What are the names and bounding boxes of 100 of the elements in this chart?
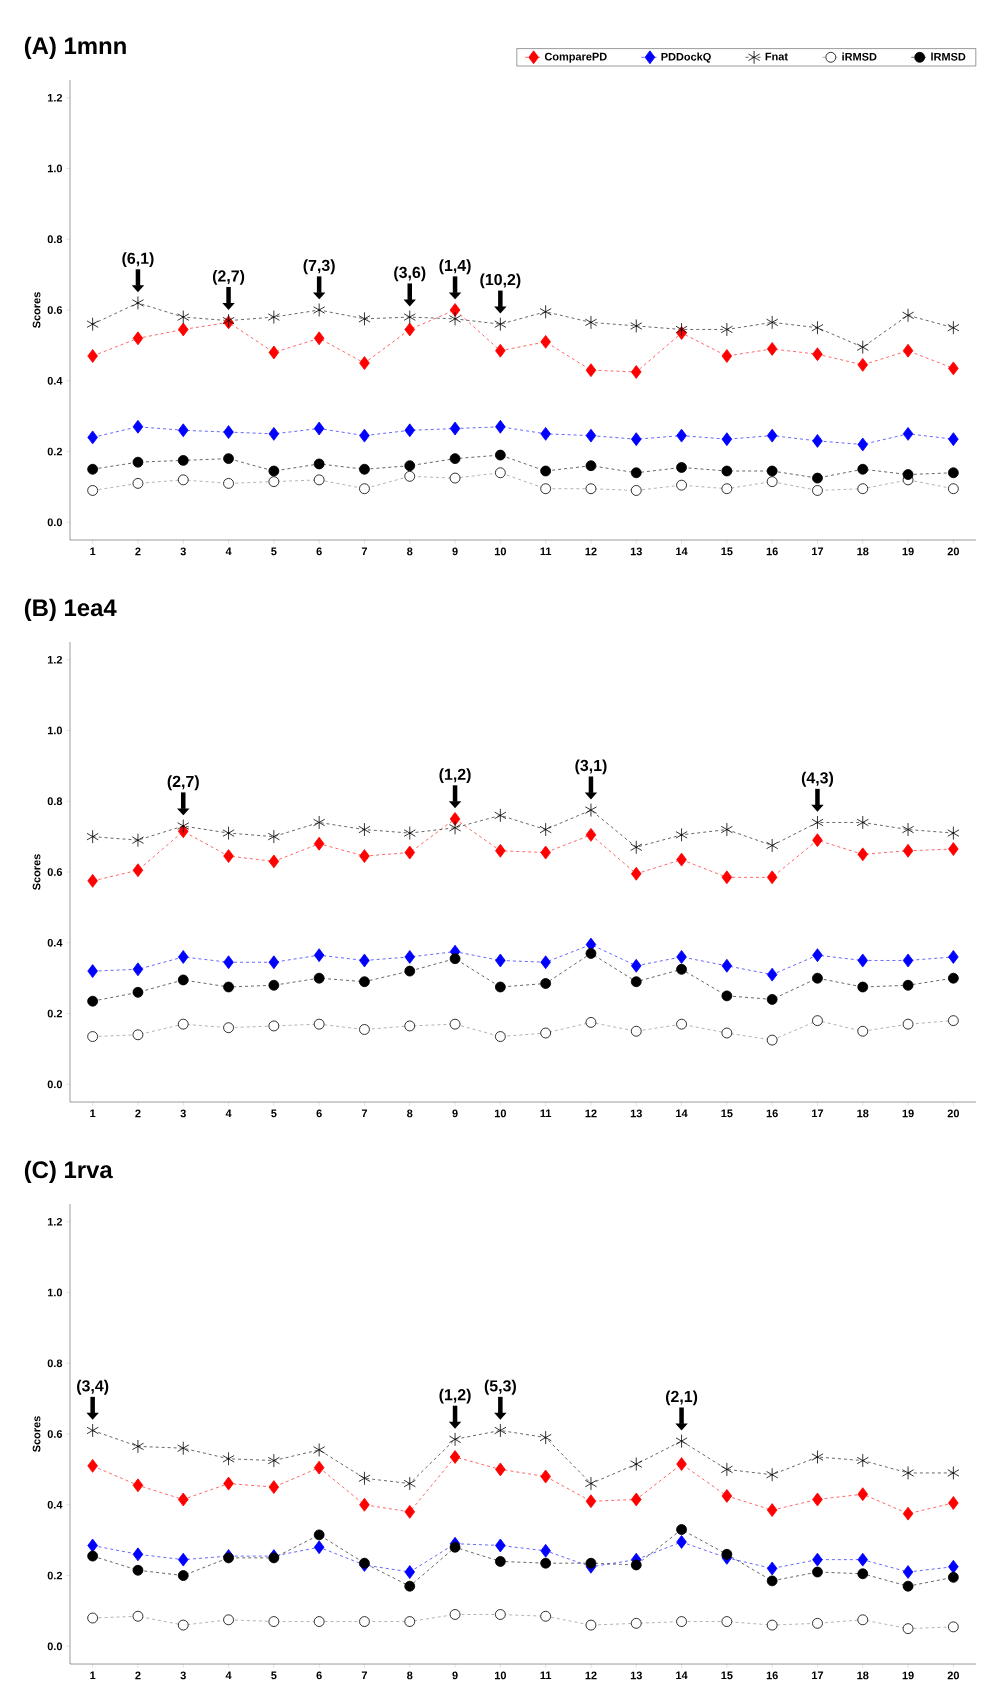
chart-title: (A) 1mnn: [24, 36, 126, 60]
x-tick-label: 10: [494, 1671, 506, 1680]
y-tick-label: 0.0: [47, 1080, 63, 1089]
y-tick-label: 0.0: [47, 518, 63, 527]
x-tick-label: 9: [452, 1671, 458, 1680]
y-tick-label: 0.6: [47, 868, 63, 876]
annotation: (4,3): [801, 771, 834, 787]
y-axis-title: Scores: [32, 1416, 41, 1452]
x-tick-label: 5: [271, 1671, 277, 1680]
x-tick-label: 5: [271, 1109, 277, 1118]
annotation: (1,4): [439, 259, 471, 275]
annotation: (1,2): [439, 1388, 471, 1404]
legend-label: lRMSD: [931, 52, 966, 61]
x-tick-label: 20: [947, 1671, 959, 1680]
chart-title: (C) 1rva: [24, 1160, 113, 1184]
x-tick-label: 12: [585, 1109, 597, 1118]
x-tick-label: 6: [316, 547, 322, 556]
legend-label: ComparePD: [544, 52, 607, 63]
y-tick-label: 0.6: [47, 306, 63, 314]
legend-label: PDDockQ: [661, 52, 711, 63]
x-tick-label: 15: [721, 547, 733, 556]
y-tick-label: 0.4: [47, 938, 63, 947]
annotation: (2,7): [212, 269, 245, 285]
x-tick-label: 6: [316, 1109, 322, 1118]
annotation: (6,1): [122, 252, 154, 268]
y-tick-label: 0.6: [47, 1430, 63, 1438]
x-tick-label: 10: [494, 1109, 506, 1118]
x-tick-label: 2: [135, 1671, 141, 1680]
x-tick-label: 17: [812, 1671, 824, 1680]
x-tick-label: 1: [90, 547, 96, 556]
x-tick-label: 2: [135, 1109, 141, 1118]
annotation: (3,4): [77, 1379, 109, 1395]
annotation: (3,6): [394, 266, 426, 282]
annotation: (7,3): [303, 259, 335, 275]
x-tick-label: 13: [630, 1109, 642, 1118]
x-tick-label: 16: [766, 547, 778, 556]
x-tick-label: 1: [90, 1671, 96, 1680]
x-tick-label: 10: [494, 547, 506, 556]
x-tick-label: 16: [766, 1109, 778, 1118]
x-tick-label: 9: [452, 547, 458, 556]
y-tick-label: 0.4: [47, 1500, 63, 1509]
chart-title: (B) 1ea4: [24, 598, 117, 622]
y-tick-label: 0.8: [47, 235, 63, 244]
annotation: (2,1): [665, 1390, 698, 1406]
y-tick-label: 0.4: [47, 376, 63, 385]
y-tick-label: 0.2: [47, 447, 63, 456]
x-tick-label: 11: [540, 1109, 552, 1118]
x-tick-label: 2: [135, 547, 141, 556]
y-axis-title: Scores: [32, 292, 41, 328]
x-tick-label: 19: [902, 547, 914, 556]
annotation: (10,2): [480, 273, 521, 289]
y-tick-label: 1.2: [47, 93, 63, 102]
x-tick-label: 7: [361, 547, 368, 556]
x-tick-label: 14: [676, 1671, 688, 1680]
x-tick-label: 14: [676, 1109, 688, 1118]
x-tick-label: 4: [225, 1671, 232, 1680]
y-tick-label: 1.0: [47, 164, 63, 173]
y-tick-label: 0.0: [47, 1642, 63, 1651]
x-tick-label: 9: [452, 1109, 458, 1118]
annotation: (2,7): [167, 775, 199, 791]
x-tick-label: 18: [857, 1109, 869, 1118]
y-tick-label: 1.2: [47, 655, 63, 664]
x-tick-label: 12: [585, 547, 597, 556]
x-tick-label: 12: [585, 1671, 597, 1680]
x-tick-label: 20: [947, 1109, 959, 1118]
x-tick-label: 3: [180, 1109, 186, 1118]
annotation: (5,3): [484, 1379, 516, 1395]
x-tick-label: 6: [316, 1671, 322, 1680]
x-tick-label: 15: [721, 1671, 733, 1680]
x-tick-label: 19: [902, 1671, 914, 1680]
y-tick-label: 0.2: [47, 1571, 63, 1580]
x-tick-label: 8: [407, 1671, 413, 1680]
y-tick-label: 1.0: [47, 726, 63, 735]
x-tick-label: 13: [630, 1671, 642, 1680]
x-tick-label: 18: [857, 547, 869, 556]
x-tick-label: 14: [676, 547, 688, 556]
x-tick-label: 3: [180, 547, 186, 556]
x-tick-label: 15: [721, 1109, 733, 1118]
x-tick-label: 8: [407, 547, 413, 556]
y-axis-title: Scores: [32, 854, 41, 890]
y-tick-label: 1.0: [47, 1288, 63, 1297]
x-tick-label: 7: [361, 1671, 368, 1680]
x-tick-label: 17: [812, 1109, 824, 1118]
x-tick-label: 4: [225, 1109, 232, 1118]
x-tick-label: 1: [90, 1109, 96, 1118]
y-tick-label: 0.2: [47, 1009, 63, 1018]
x-tick-label: 20: [947, 547, 959, 556]
x-tick-label: 16: [766, 1671, 778, 1680]
x-tick-label: 8: [407, 1109, 413, 1118]
x-tick-label: 17: [812, 547, 824, 556]
annotation: (1,2): [439, 768, 471, 784]
y-tick-label: 0.8: [47, 1359, 63, 1368]
x-tick-label: 3: [180, 1671, 186, 1680]
x-tick-label: 19: [902, 1109, 914, 1118]
annotation: (3,1): [575, 759, 607, 775]
x-tick-label: 7: [361, 1109, 368, 1118]
x-tick-label: 18: [857, 1671, 869, 1680]
y-tick-label: 1.2: [47, 1217, 63, 1226]
legend-label: iRMSD: [842, 52, 877, 61]
x-tick-label: 11: [540, 1671, 552, 1680]
